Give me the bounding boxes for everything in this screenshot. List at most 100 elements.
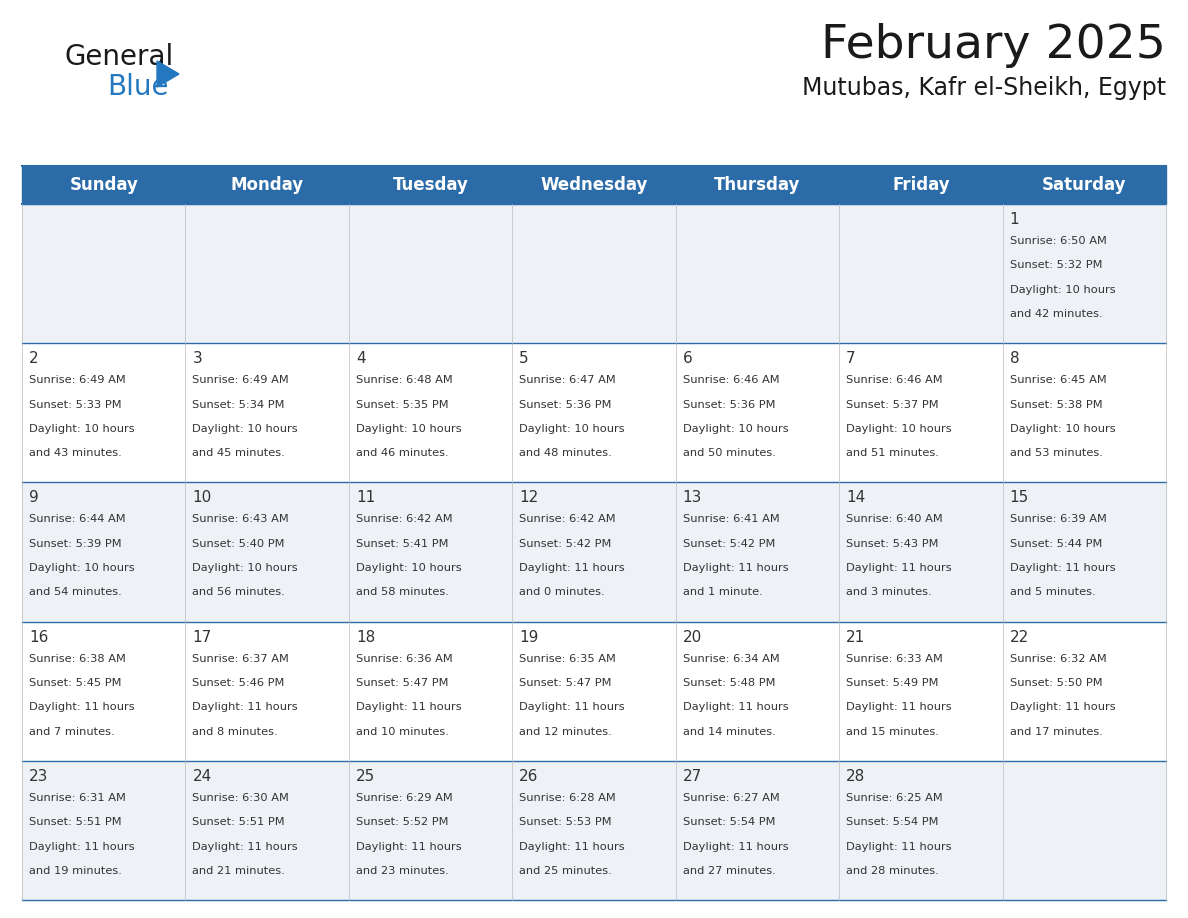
Bar [23,166,1165,204]
Text: 24: 24 [192,768,211,784]
Text: Sunrise: 6:29 AM: Sunrise: 6:29 AM [356,793,453,803]
Text: Sunset: 5:36 PM: Sunset: 5:36 PM [519,399,612,409]
Text: Sunrise: 6:37 AM: Sunrise: 6:37 AM [192,654,290,664]
Text: Daylight: 11 hours: Daylight: 11 hours [846,563,952,573]
Bar [676,761,839,900]
Text: and 23 minutes.: and 23 minutes. [356,866,449,876]
Text: Tuesday: Tuesday [392,176,468,194]
Bar [1003,204,1165,343]
Text: and 51 minutes.: and 51 minutes. [846,448,939,458]
Text: Sunset: 5:47 PM: Sunset: 5:47 PM [356,678,448,688]
Text: Sunset: 5:38 PM: Sunset: 5:38 PM [1010,399,1102,409]
Text: 2: 2 [29,352,39,366]
Polygon shape [157,61,179,87]
Text: 25: 25 [356,768,375,784]
Text: 3: 3 [192,352,202,366]
Text: Sunrise: 6:36 AM: Sunrise: 6:36 AM [356,654,453,664]
Text: Daylight: 10 hours: Daylight: 10 hours [1010,424,1116,434]
Text: 8: 8 [1010,352,1019,366]
Bar [1003,761,1165,900]
Text: Sunrise: 6:35 AM: Sunrise: 6:35 AM [519,654,617,664]
Text: Daylight: 10 hours: Daylight: 10 hours [1010,285,1116,295]
Text: Sunrise: 6:27 AM: Sunrise: 6:27 AM [683,793,779,803]
Text: Daylight: 10 hours: Daylight: 10 hours [29,563,134,573]
Bar [185,204,349,343]
Text: Sunset: 5:43 PM: Sunset: 5:43 PM [846,539,939,549]
Text: Sunset: 5:52 PM: Sunset: 5:52 PM [356,817,448,827]
Text: Sunrise: 6:30 AM: Sunrise: 6:30 AM [192,793,290,803]
Text: Sunrise: 6:25 AM: Sunrise: 6:25 AM [846,793,943,803]
Text: and 8 minutes.: and 8 minutes. [192,727,278,736]
Bar [676,204,839,343]
Text: 28: 28 [846,768,865,784]
Text: Sunset: 5:34 PM: Sunset: 5:34 PM [192,399,285,409]
Bar [1003,343,1165,482]
Text: Sunset: 5:41 PM: Sunset: 5:41 PM [356,539,448,549]
Text: Sunset: 5:51 PM: Sunset: 5:51 PM [29,817,121,827]
Bar [839,482,1003,621]
Bar [185,761,349,900]
Text: Sunrise: 6:42 AM: Sunrise: 6:42 AM [356,514,453,524]
Text: Daylight: 10 hours: Daylight: 10 hours [192,424,298,434]
Bar [349,343,512,482]
Text: and 46 minutes.: and 46 minutes. [356,448,449,458]
Text: Daylight: 11 hours: Daylight: 11 hours [192,702,298,712]
Text: 19: 19 [519,630,538,644]
Bar [23,482,185,621]
Text: Sunset: 5:35 PM: Sunset: 5:35 PM [356,399,449,409]
Text: Daylight: 10 hours: Daylight: 10 hours [356,563,461,573]
Text: 26: 26 [519,768,538,784]
Text: 1: 1 [1010,212,1019,227]
Text: and 54 minutes.: and 54 minutes. [29,588,121,598]
Bar [839,343,1003,482]
Text: Sunrise: 6:49 AM: Sunrise: 6:49 AM [29,375,126,386]
Text: Sunset: 5:42 PM: Sunset: 5:42 PM [683,539,775,549]
Text: Mutubas, Kafr el-Sheikh, Egypt: Mutubas, Kafr el-Sheikh, Egypt [802,76,1165,100]
Text: and 45 minutes.: and 45 minutes. [192,448,285,458]
Text: Sunrise: 6:48 AM: Sunrise: 6:48 AM [356,375,453,386]
Text: Sunset: 5:54 PM: Sunset: 5:54 PM [683,817,776,827]
Bar [1003,482,1165,621]
Text: Sunset: 5:40 PM: Sunset: 5:40 PM [192,539,285,549]
Bar [676,343,839,482]
Bar [512,343,676,482]
Text: Sunrise: 6:50 AM: Sunrise: 6:50 AM [1010,236,1106,246]
Text: and 5 minutes.: and 5 minutes. [1010,588,1095,598]
Text: and 42 minutes.: and 42 minutes. [1010,309,1102,319]
Bar [512,761,676,900]
Text: Friday: Friday [892,176,949,194]
Bar [185,343,349,482]
Text: Sunrise: 6:39 AM: Sunrise: 6:39 AM [1010,514,1106,524]
Text: Sunrise: 6:43 AM: Sunrise: 6:43 AM [192,514,289,524]
Text: Sunrise: 6:45 AM: Sunrise: 6:45 AM [1010,375,1106,386]
Text: Daylight: 10 hours: Daylight: 10 hours [519,424,625,434]
Text: Daylight: 11 hours: Daylight: 11 hours [192,842,298,852]
Text: Sunset: 5:32 PM: Sunset: 5:32 PM [1010,261,1102,271]
Text: Sunrise: 6:31 AM: Sunrise: 6:31 AM [29,793,126,803]
Text: and 28 minutes.: and 28 minutes. [846,866,939,876]
Text: Sunset: 5:54 PM: Sunset: 5:54 PM [846,817,939,827]
Text: Daylight: 11 hours: Daylight: 11 hours [846,842,952,852]
Text: Sunset: 5:47 PM: Sunset: 5:47 PM [519,678,612,688]
Text: Daylight: 10 hours: Daylight: 10 hours [192,563,298,573]
Text: Sunset: 5:42 PM: Sunset: 5:42 PM [519,539,612,549]
Text: Monday: Monday [230,176,304,194]
Bar [839,204,1003,343]
Bar [185,621,349,761]
Text: Sunday: Sunday [69,176,138,194]
Bar [349,204,512,343]
Text: 7: 7 [846,352,855,366]
Bar [676,482,839,621]
Text: Daylight: 11 hours: Daylight: 11 hours [519,702,625,712]
Text: Daylight: 11 hours: Daylight: 11 hours [356,702,461,712]
Text: Daylight: 11 hours: Daylight: 11 hours [683,563,789,573]
Text: Sunset: 5:51 PM: Sunset: 5:51 PM [192,817,285,827]
Text: and 19 minutes.: and 19 minutes. [29,866,122,876]
Text: and 15 minutes.: and 15 minutes. [846,727,939,736]
Text: Daylight: 11 hours: Daylight: 11 hours [519,563,625,573]
Text: Sunset: 5:33 PM: Sunset: 5:33 PM [29,399,121,409]
Text: Sunset: 5:50 PM: Sunset: 5:50 PM [1010,678,1102,688]
Text: 27: 27 [683,768,702,784]
Text: Wednesday: Wednesday [541,176,647,194]
Text: 12: 12 [519,490,538,506]
